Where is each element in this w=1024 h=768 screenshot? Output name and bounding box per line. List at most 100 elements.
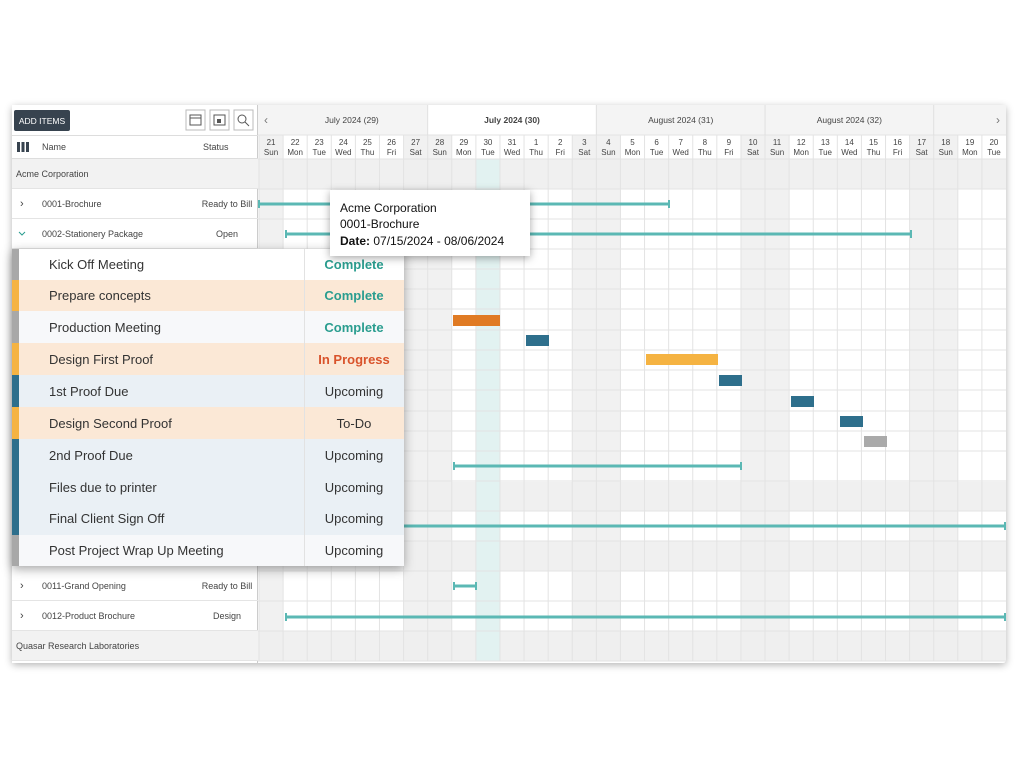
project-status: Ready to Bill	[201, 580, 253, 591]
group-row[interactable]: Acme Corporation	[12, 159, 258, 189]
task-row[interactable]: Files due to printer Upcoming	[12, 472, 404, 502]
next-arrow[interactable]: ›	[996, 113, 1000, 127]
day-weekday: Tue	[481, 148, 495, 157]
task-color-bar	[12, 472, 19, 502]
task-list-popup: Kick Off Meeting Complete Prepare concepts…	[12, 249, 404, 566]
day-weekday: Wed	[335, 148, 351, 157]
task-row[interactable]: Design Second Proof To-Do	[12, 407, 404, 439]
task-status: Complete	[324, 288, 384, 303]
day-number: 31	[508, 138, 517, 147]
group-name: Acme Corporation	[16, 168, 89, 179]
day-number: 16	[893, 138, 902, 147]
task-color-bar	[12, 439, 19, 472]
task-status: Upcoming	[324, 448, 384, 463]
project-row[interactable]: › 0012-Product Brochure Design	[12, 601, 258, 631]
project-name: 0001-Brochure	[42, 198, 102, 209]
day-weekday: Sun	[433, 148, 447, 157]
project-row[interactable]: › 0001-Brochure Ready to Bill	[12, 189, 258, 219]
task-color-bar	[12, 502, 19, 535]
day-weekday: Thu	[529, 148, 543, 157]
day-number: 18	[941, 138, 950, 147]
task-status: In Progress	[318, 351, 390, 367]
task-status: Complete	[324, 319, 384, 335]
collapse-icon[interactable]	[18, 231, 26, 237]
day-number: 30	[483, 138, 492, 147]
task-status: Upcoming	[324, 383, 384, 399]
day-weekday: Mon	[962, 148, 978, 157]
gantt-summary-bar	[453, 464, 742, 468]
day-weekday: Fri	[556, 148, 566, 157]
task-name: Design Second Proof	[49, 415, 172, 431]
task-color-bar	[12, 407, 19, 439]
day-number: 8	[703, 138, 708, 147]
day-number: 25	[363, 138, 372, 147]
day-weekday: Tue	[987, 148, 1001, 157]
task-name: 1st Proof Due	[49, 383, 129, 399]
add-items-button[interactable]: ADD ITEMS	[14, 110, 70, 131]
task-status: To-Do	[336, 415, 372, 431]
day-weekday: Mon	[456, 148, 472, 157]
task-row[interactable]: Prepare concepts Complete	[12, 280, 404, 311]
day-number: 17	[917, 138, 926, 147]
day-weekday: Wed	[504, 148, 520, 157]
gantt-task-bar	[646, 354, 718, 365]
weekend-column	[596, 135, 621, 661]
day-weekday: Sat	[578, 148, 591, 157]
prev-arrow[interactable]: ‹	[264, 113, 268, 127]
day-number: 2	[558, 138, 563, 147]
tooltip: Acme Corporation 0001-Brochure Date: 07/…	[330, 190, 530, 256]
name-header[interactable]: Name	[42, 142, 67, 152]
day-weekday: Mon	[625, 148, 641, 157]
day-weekday: Sun	[939, 148, 953, 157]
gantt-bar-cap	[668, 200, 670, 208]
task-row[interactable]: 1st Proof Due Upcoming	[12, 375, 404, 407]
weekend-column	[740, 135, 766, 661]
task-color-bar	[12, 249, 19, 280]
gantt-bar-cap	[910, 230, 912, 238]
group-band	[258, 631, 1006, 661]
task-row[interactable]: Post Project Wrap Up Meeting Upcoming	[12, 535, 404, 566]
weekend-column	[765, 135, 790, 661]
task-color-bar	[12, 311, 19, 343]
tooltip-date-range: 07/15/2024 - 08/06/2024	[373, 234, 505, 248]
day-number: 28	[435, 138, 444, 147]
gantt-bar-cap	[453, 582, 455, 590]
tooltip-date-label: Date:	[340, 234, 371, 248]
month-header	[258, 105, 1006, 135]
columns-icon[interactable]	[17, 142, 29, 152]
day-weekday: Mon	[287, 148, 303, 157]
task-row[interactable]: Design First Proof In Progress	[12, 343, 404, 375]
month-label: July 2024 (30)	[484, 115, 540, 125]
gantt-bar-cap	[453, 462, 455, 470]
project-row[interactable]: › 0011-Grand Opening Ready to Bill	[12, 571, 258, 601]
day-number: 19	[965, 138, 974, 147]
gantt-bar-cap	[285, 613, 287, 621]
task-name: Files due to printer	[49, 479, 157, 495]
day-weekday: Fri	[893, 148, 903, 157]
day-number: 13	[821, 138, 830, 147]
expand-icon[interactable]: ›	[20, 609, 24, 622]
status-header[interactable]: Status	[203, 142, 229, 152]
calendar-button[interactable]	[185, 109, 206, 131]
day-number: 5	[630, 138, 635, 147]
project-name: 0002-Stationery Package	[42, 228, 144, 239]
task-row[interactable]: Production Meeting Complete	[12, 311, 404, 343]
task-row[interactable]: Final Client Sign Off Upcoming	[12, 502, 404, 535]
day-weekday: Sat	[747, 148, 760, 157]
task-color-bar	[12, 535, 19, 566]
gantt-summary-bar	[285, 615, 1006, 619]
task-status: Upcoming	[324, 511, 384, 526]
gantt-bar-cap	[740, 462, 742, 470]
day-weekday: Thu	[361, 148, 375, 157]
day-weekday: Fri	[387, 148, 397, 157]
expand-icon[interactable]: ›	[20, 579, 24, 592]
gantt-bar-cap	[1004, 522, 1006, 530]
project-row[interactable]: 0002-Stationery Package Open	[12, 219, 258, 249]
day-weekday: Sun	[770, 148, 784, 157]
expand-icon[interactable]: ›	[20, 197, 24, 210]
task-row[interactable]: 2nd Proof Due Upcoming	[12, 439, 404, 472]
zoom-button[interactable]	[233, 109, 254, 131]
group-row[interactable]: Quasar Research Laboratories	[12, 631, 258, 661]
day-weekday: Thu	[698, 148, 712, 157]
